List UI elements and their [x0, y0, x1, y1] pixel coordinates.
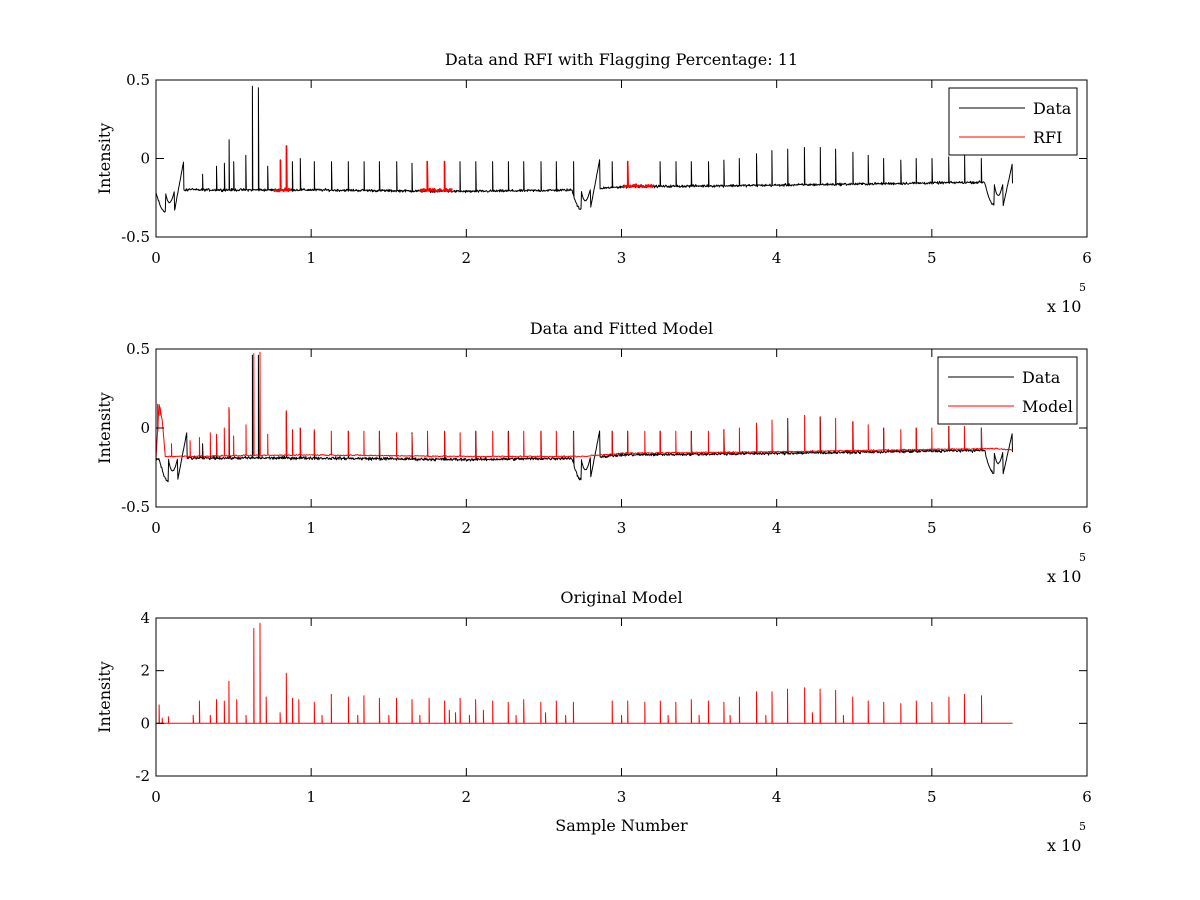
legend-label-data: Data: [1022, 368, 1061, 387]
legend-box: [948, 87, 1078, 156]
x-tick-label: 5: [927, 788, 937, 806]
y-tick-label: 0.5: [126, 71, 150, 89]
series-line-data: [156, 354, 1013, 483]
y-axis-label: Intensity: [95, 661, 114, 733]
x-tick-label: 5: [927, 519, 937, 537]
y-tick-label: -2: [135, 767, 150, 785]
series-group: [156, 351, 1013, 483]
y-tick-label: 2: [140, 662, 150, 680]
legend-label-model: Model: [1022, 397, 1073, 416]
x-tick-label: 4: [772, 519, 782, 537]
x-tick-label: 0: [151, 788, 161, 806]
x-tick-label: 1: [306, 788, 316, 806]
x-tick-label: 2: [462, 249, 472, 267]
x-tick-label: 4: [772, 249, 782, 267]
legend-label-data: Data: [1033, 99, 1072, 118]
x-tick-label: 4: [772, 788, 782, 806]
series-line-data: [156, 85, 1013, 213]
x-tick-label: 6: [1082, 249, 1092, 267]
x-exponent-base: x 10: [1047, 297, 1081, 316]
chart-title: Data and RFI with Flagging Percentage: 1…: [445, 50, 798, 69]
y-tick-label: 0: [140, 150, 150, 168]
series-line-model: [156, 622, 1013, 724]
y-axis-label: Intensity: [95, 123, 114, 195]
series-line-rfi: [273, 145, 655, 193]
y-tick-label: 4: [140, 609, 150, 627]
x-tick-label: 3: [617, 519, 627, 537]
chart-1: Data and RFI with Flagging Percentage: 1…: [95, 50, 1092, 316]
chart-title: Original Model: [560, 588, 682, 607]
y-tick-label: 0: [140, 419, 150, 437]
x-tick-label: 1: [306, 249, 316, 267]
x-tick-label: 6: [1082, 519, 1092, 537]
x-axis-label: Sample Number: [555, 816, 688, 835]
y-axis-label: Intensity: [95, 392, 114, 464]
chart-2: Data and Fitted Model Intensity 0 1 2 3 4 5 6 -0.…: [95, 319, 1092, 586]
legend: Data Model: [937, 356, 1078, 425]
y-tick-label: 0.5: [126, 340, 150, 358]
x-tick-label: 2: [462, 788, 472, 806]
x-tick-label: 2: [462, 519, 472, 537]
legend-label-rfi: RFI: [1033, 128, 1062, 147]
x-exponent-base: x 10: [1047, 836, 1081, 855]
legend-box: [937, 356, 1078, 425]
x-exponent-power: 5: [1079, 820, 1086, 833]
x-tick-label: 0: [151, 519, 161, 537]
x-tick-label: 0: [151, 249, 161, 267]
x-exponent-base: x 10: [1047, 567, 1081, 586]
x-tick-label: 3: [617, 788, 627, 806]
y-tick-label: -0.5: [121, 228, 150, 246]
x-tick-label: 3: [617, 249, 627, 267]
chart-title: Data and Fitted Model: [530, 319, 713, 338]
plot-area: [156, 80, 1087, 237]
x-tick-label: 6: [1082, 788, 1092, 806]
x-tick-label: 5: [927, 249, 937, 267]
x-exponent-power: 5: [1079, 281, 1086, 294]
x-exponent-power: 5: [1079, 551, 1086, 564]
series-group: [156, 85, 1013, 213]
chart-3: Original Model Intensity Sample Number 0 1 2 3…: [95, 588, 1092, 855]
legend: Data RFI: [948, 87, 1078, 156]
series-line-model: [156, 351, 1013, 459]
y-tick-label: -0.5: [121, 498, 150, 516]
series-group: [156, 622, 1013, 724]
y-tick-label: 0: [140, 714, 150, 732]
plot-area: [156, 618, 1087, 776]
x-tick-label: 1: [306, 519, 316, 537]
